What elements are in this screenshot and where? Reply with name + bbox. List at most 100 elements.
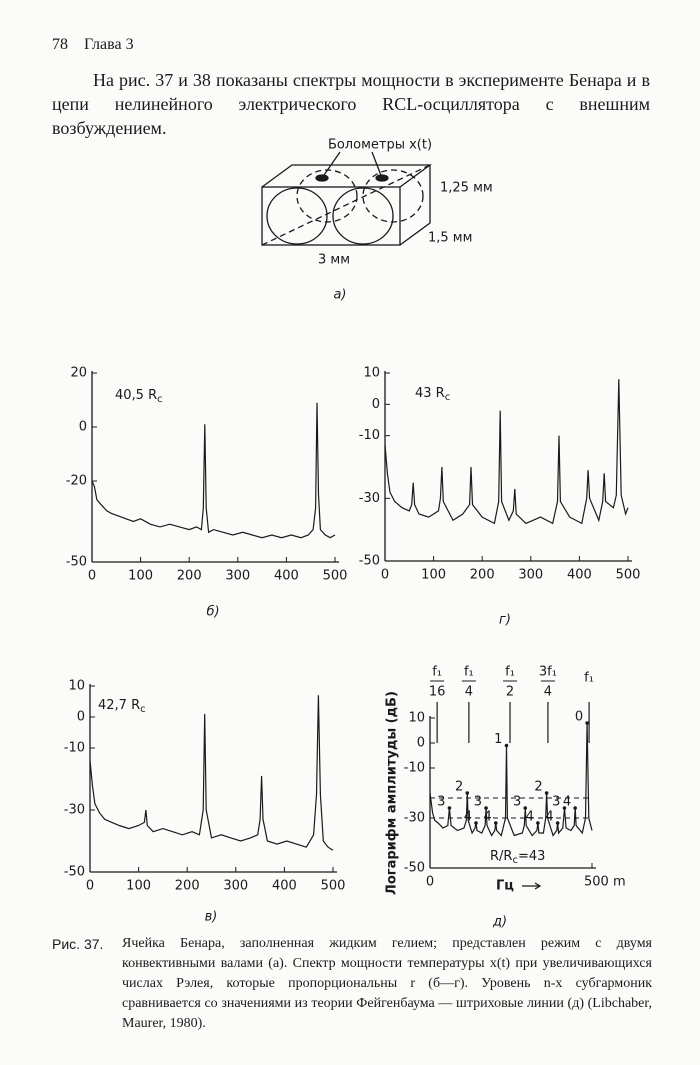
annotation-text: 40,5 R	[115, 388, 157, 403]
peak-label: 4	[483, 810, 491, 825]
peak-dot	[585, 721, 589, 725]
y-tick-label: -30	[359, 491, 380, 506]
marker-num: f₁	[505, 665, 515, 680]
peak-dot	[484, 806, 488, 810]
peak-dot	[536, 821, 540, 825]
marker-den: 2	[506, 685, 514, 700]
y-tick-label: -50	[404, 861, 425, 876]
roll	[266, 187, 328, 245]
annotation: 42,7 Rc	[98, 698, 146, 716]
leader	[371, 151, 383, 179]
spectrum-line	[384, 379, 629, 525]
x-tick-label: 100	[126, 879, 151, 894]
cell-diagram	[261, 151, 432, 246]
marker-den: 4	[544, 685, 552, 700]
ratio-sub: c	[512, 855, 518, 866]
x-tick-label: 200	[175, 879, 200, 894]
ratio-rest: =43	[518, 849, 545, 864]
annotation-text: 43 R	[415, 386, 445, 401]
caption-number: Рис. 37.	[52, 936, 104, 952]
leader	[321, 151, 341, 179]
spectrum-line	[89, 695, 334, 851]
y-tick-label: -10	[404, 761, 425, 776]
y-tick-label: -10	[359, 428, 380, 443]
page-number: 78	[52, 36, 68, 53]
marker-num: 3f₁	[539, 665, 557, 680]
peak-label: 3	[437, 795, 445, 810]
panel-label: в)	[205, 910, 218, 925]
marker-den: 16	[429, 685, 446, 700]
panel-label: г)	[499, 613, 511, 628]
peak-dot	[573, 806, 577, 810]
y-tick-label: -30	[404, 811, 425, 826]
spectrum-line	[429, 722, 593, 837]
marker-den: 4	[465, 685, 473, 700]
y-tick-label: 20	[70, 366, 87, 381]
annotation-sub: c	[445, 392, 451, 403]
annotation: 43 Rc	[415, 386, 450, 404]
peak-dot	[523, 806, 528, 810]
box-front	[261, 186, 401, 246]
x-tick-label: 0	[381, 568, 389, 583]
x-tick-label: 300	[518, 568, 543, 583]
diagram-label: 1,25 мм	[440, 181, 493, 196]
x-tick-label: 0	[86, 879, 94, 894]
x-tick-label: 500	[321, 879, 346, 894]
diagram-label: Болометры x(t)	[328, 138, 432, 153]
box-top	[261, 164, 432, 188]
annotation-text: 42,7 R	[98, 698, 140, 713]
x-tick-label: 0	[88, 569, 96, 584]
spectrum-line	[91, 402, 336, 539]
y-tick-label: 0	[79, 420, 87, 435]
diagram-label: 1,5 мм	[428, 231, 472, 246]
roll	[332, 187, 394, 245]
x-tick-label: 200	[177, 569, 202, 584]
marker-num: f₁	[432, 665, 442, 680]
peak-dot	[555, 821, 560, 825]
marker-num: f₁	[584, 671, 594, 686]
peak-label: 2	[534, 780, 542, 795]
x-tick-label: 200	[470, 568, 495, 583]
peak-dot	[447, 806, 452, 810]
peak-dot	[504, 743, 509, 748]
y-tick-label: -20	[66, 474, 87, 489]
y-tick-label: 0	[372, 397, 380, 412]
y-tick-label: -50	[359, 554, 380, 569]
chapter-title: Глава 3	[84, 36, 134, 53]
peak-label: 1	[494, 732, 502, 747]
x-tick-label: 500	[616, 568, 641, 583]
y-tick-label: -30	[64, 803, 85, 818]
marker-num: f₁	[464, 665, 474, 680]
peak-dot	[544, 791, 549, 795]
bolometer	[315, 174, 329, 182]
peak-label: 2	[455, 780, 463, 795]
annotation-sub: c	[157, 394, 163, 405]
box-side	[399, 165, 431, 246]
peak-label: 4	[526, 810, 534, 825]
arrow	[522, 882, 542, 890]
hidden-edge	[261, 164, 431, 246]
x-tick-label: 100	[421, 568, 446, 583]
y-tick-label: 0	[417, 736, 425, 751]
annotation-sub: c	[140, 704, 146, 715]
peak-label: 4	[464, 810, 472, 825]
x-tick-label: 400	[274, 569, 299, 584]
peak-label: 3	[552, 795, 560, 810]
paragraph: На рис. 37 и 38 показаны спектры мощност…	[52, 70, 650, 138]
peak-label: 3	[474, 795, 482, 810]
y-tick-label: -50	[66, 555, 87, 570]
panel-label: б)	[206, 605, 219, 620]
x-tick-label: 300	[223, 879, 248, 894]
panel-label: а)	[333, 288, 346, 303]
roll-back	[362, 169, 424, 223]
x-tick-label: 300	[225, 569, 250, 584]
y-tick-label: -10	[64, 741, 85, 756]
x-tick-label: 100	[128, 569, 153, 584]
caption: Ячейка Бенара, заполненная жидким гелием…	[122, 936, 652, 1031]
peak-dot	[493, 821, 498, 825]
peak-label: 4	[563, 795, 571, 810]
diagram-label: 3 мм	[318, 253, 350, 268]
y-axis-label: Логарифм амплитуды (дБ)	[385, 691, 400, 895]
